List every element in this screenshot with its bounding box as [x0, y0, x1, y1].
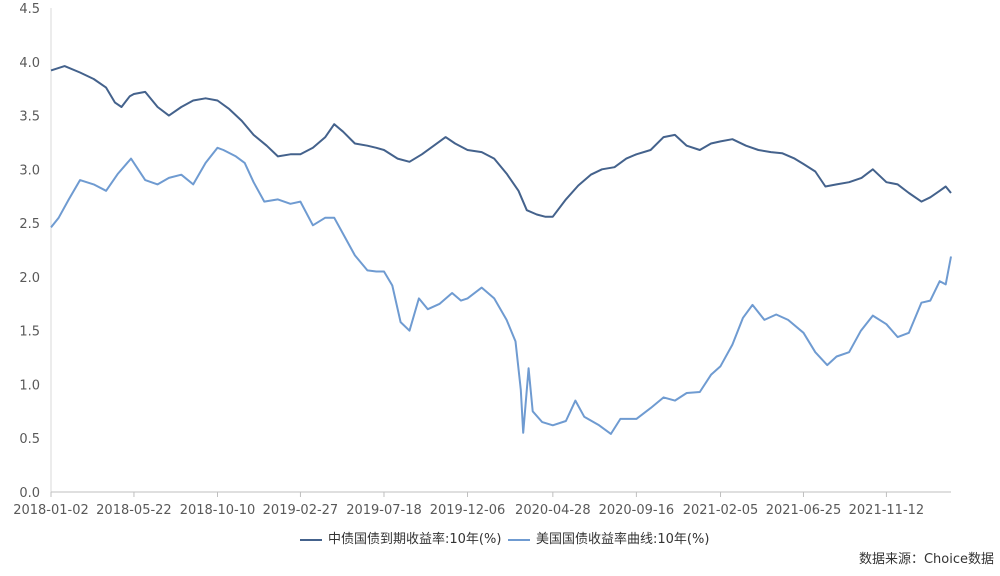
y-tick-labels: 0.0 0.5 1.0 1.5 2.0 2.5 3.0 3.5 4.0 4.5 [19, 2, 40, 501]
y-tick-label: 4.0 [19, 56, 40, 71]
legend-swatch-us-10y [508, 538, 530, 541]
x-tick-label: 2019-12-06 [430, 503, 506, 518]
series-lines [50, 65, 952, 435]
y-tick-label: 4.5 [19, 2, 40, 17]
x-tick-label: 2018-05-22 [96, 503, 172, 518]
x-tick-labels: 2018-01-02 2018-05-22 2018-10-10 2019-02-27… [13, 492, 924, 518]
y-tick-label: 1.0 [19, 378, 40, 393]
y-tick-label: 1.5 [19, 325, 40, 340]
series-line-us-10y [50, 146, 952, 435]
y-tick-label: 2.5 [19, 217, 40, 232]
x-tick-label: 2021-06-25 [766, 503, 842, 518]
legend-label-cn-10y: 中债国债到期收益率:10年(%) [328, 532, 502, 547]
y-tick-label: 0.5 [19, 432, 40, 447]
x-tick-label: 2019-02-27 [263, 503, 339, 518]
legend: 中债国债到期收益率:10年(%) 美国国债收益率曲线:10年(%) [0, 528, 1000, 548]
x-tick-label: 2019-07-18 [346, 503, 422, 518]
y-tick-label: 3.0 [19, 163, 40, 178]
series-line-cn-10y [50, 65, 952, 218]
y-tick-label: 0.0 [19, 486, 40, 501]
x-tick-label: 2021-02-05 [683, 503, 759, 518]
x-tick-label: 2018-01-02 [13, 503, 89, 518]
y-tick-label: 3.5 [19, 110, 40, 125]
x-tick-label: 2020-04-28 [515, 503, 591, 518]
x-tick-label: 2020-09-16 [599, 503, 675, 518]
legend-item-cn-10y: 中债国债到期收益率:10年(%) [300, 528, 501, 547]
axes [50, 8, 951, 493]
legend-swatch-cn-10y [300, 538, 322, 541]
x-tick-label: 2021-11-12 [849, 503, 925, 518]
legend-label-us-10y: 美国国债收益率曲线:10年(%) [536, 532, 710, 547]
y-tick-label: 2.0 [19, 271, 40, 286]
legend-item-us-10y: 美国国债收益率曲线:10年(%) [508, 528, 709, 547]
x-tick-label: 2018-10-10 [180, 503, 256, 518]
data-source-note: 数据来源：Choice数据 [858, 552, 994, 567]
line-chart: 0.0 0.5 1.0 1.5 2.0 2.5 3.0 3.5 4.0 4.5 2018-01-0… [13, 2, 952, 518]
